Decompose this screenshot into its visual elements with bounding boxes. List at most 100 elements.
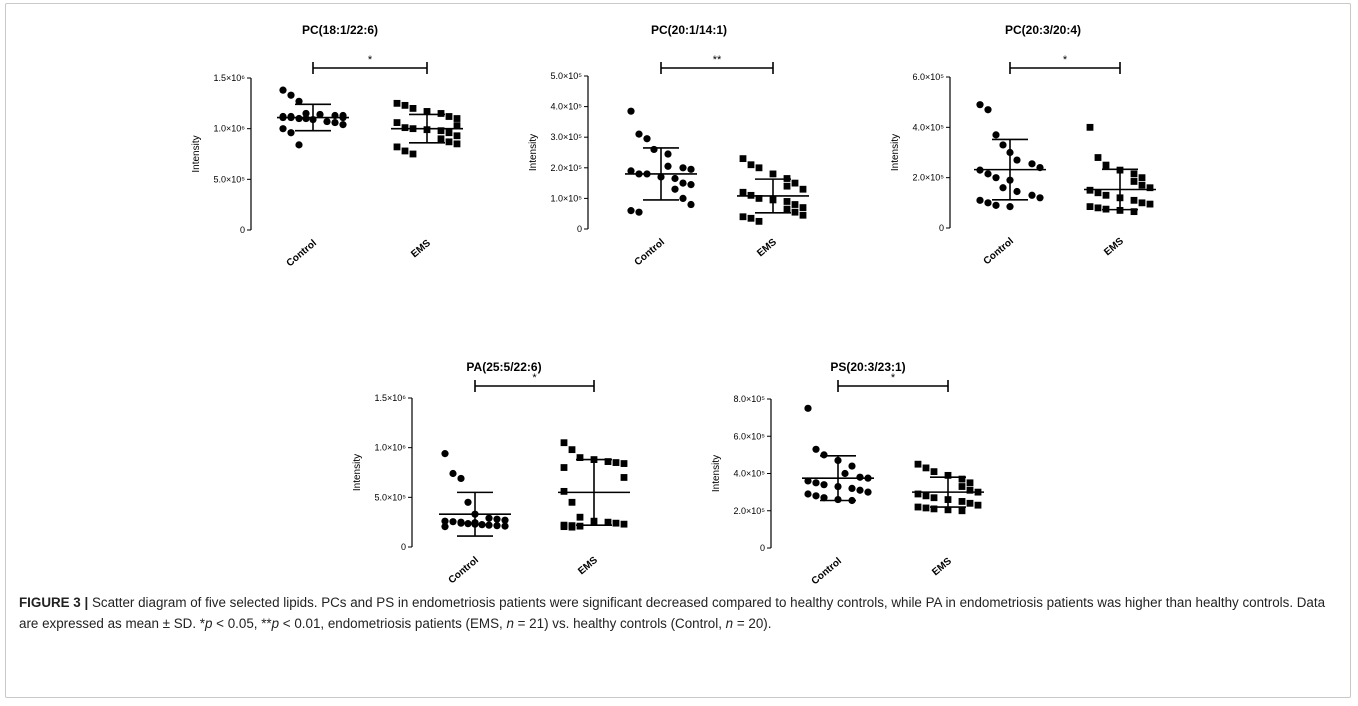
y-tick-label: 4.0×10⁵ xyxy=(912,122,944,132)
data-point xyxy=(441,450,449,458)
data-point xyxy=(687,165,695,173)
data-point xyxy=(992,174,1000,182)
data-point xyxy=(958,483,966,490)
data-point xyxy=(804,404,812,412)
data-point xyxy=(627,167,635,175)
data-point xyxy=(627,107,635,115)
data-point xyxy=(316,110,324,119)
data-point xyxy=(664,162,672,170)
data-point xyxy=(437,110,445,117)
caption-text: = 20). xyxy=(733,616,772,631)
data-point xyxy=(769,170,777,178)
data-point xyxy=(1028,191,1036,199)
data-point xyxy=(992,131,1000,139)
data-point xyxy=(445,129,453,137)
data-point xyxy=(445,113,453,120)
y-axis-label: Intensity xyxy=(890,134,901,171)
data-point xyxy=(604,458,612,465)
data-point xyxy=(457,474,465,483)
scatter-panel: PA(25:5/22:6) 0 5.0×10⁵ 1.0×10⁶ 1.5×10⁶ Inten… xyxy=(352,360,630,586)
data-point xyxy=(864,488,872,496)
data-point xyxy=(302,114,310,123)
x-category-label: EMS xyxy=(576,555,600,578)
panel-title: PS(20:3/23:1) xyxy=(830,360,905,374)
data-point xyxy=(976,101,984,109)
data-point xyxy=(568,523,576,531)
data-point xyxy=(1138,199,1146,207)
data-point xyxy=(295,114,303,123)
y-tick-label: 8.0×10⁵ xyxy=(733,394,765,404)
data-point xyxy=(783,198,791,205)
data-point xyxy=(331,118,339,127)
data-point xyxy=(1086,123,1094,131)
data-point xyxy=(739,155,747,163)
data-point xyxy=(409,150,417,158)
y-tick-label: 0 xyxy=(939,223,944,233)
data-point xyxy=(409,105,417,112)
data-point xyxy=(747,214,755,222)
x-category-label: EMS xyxy=(1102,236,1126,259)
data-point xyxy=(650,145,658,154)
data-point xyxy=(922,492,930,500)
data-point xyxy=(820,481,828,489)
data-point xyxy=(560,464,568,471)
data-point xyxy=(848,484,856,492)
significance-label: * xyxy=(532,372,537,384)
data-point xyxy=(643,135,651,143)
data-point xyxy=(620,460,628,467)
data-point xyxy=(856,473,864,481)
data-point xyxy=(747,161,755,169)
data-point xyxy=(295,97,303,105)
data-point xyxy=(287,91,295,99)
scatter-panel: PC(18:1/22:6) 0 5.0×10⁵ 1.0×10⁶ 1.5×10⁶ Inten… xyxy=(191,23,463,269)
data-point xyxy=(279,86,287,94)
data-point xyxy=(612,519,620,527)
data-point xyxy=(393,119,401,126)
data-point xyxy=(1130,178,1138,185)
data-point xyxy=(812,479,820,487)
data-point xyxy=(485,514,493,522)
data-point xyxy=(930,505,938,513)
data-point xyxy=(323,117,331,126)
data-point xyxy=(401,124,409,132)
data-point xyxy=(755,164,763,172)
data-point xyxy=(635,130,643,138)
data-point xyxy=(437,127,445,135)
data-point xyxy=(493,522,501,530)
caption-separator: | xyxy=(84,595,89,610)
panel-title: PA(25:5/22:6) xyxy=(466,360,541,374)
data-point xyxy=(739,213,747,221)
data-point xyxy=(635,208,643,216)
scatter-panel: PC(20:3/20:4) 0 2.0×10⁵ 4.0×10⁵ 6.0×10⁵ Inten… xyxy=(890,23,1156,267)
caption-text: Scatter diagram of five selected lipids.… xyxy=(19,595,1326,631)
data-point xyxy=(279,125,287,133)
data-point xyxy=(457,519,465,527)
panel-title: PC(18:1/22:6) xyxy=(302,23,378,37)
data-point xyxy=(1086,203,1094,211)
y-tick-label: 5.0×10⁵ xyxy=(213,174,245,184)
y-axis-label: Intensity xyxy=(528,134,539,171)
y-axis-label: Intensity xyxy=(191,135,202,172)
data-point xyxy=(568,498,576,506)
data-point xyxy=(493,515,501,523)
data-point xyxy=(999,184,1007,192)
data-point xyxy=(1094,204,1102,212)
data-point xyxy=(755,217,763,225)
data-point xyxy=(984,170,992,178)
data-point xyxy=(966,479,974,487)
data-point xyxy=(1130,196,1138,204)
y-tick-label: 1.0×10⁵ xyxy=(550,193,582,203)
data-point xyxy=(568,446,576,454)
data-point xyxy=(612,459,620,466)
data-point xyxy=(791,201,799,208)
data-point xyxy=(783,182,791,190)
figure-caption: FIGURE 3 | Scatter diagram of five selec… xyxy=(19,592,1337,634)
caption-p-symbol: p xyxy=(271,616,280,631)
data-point xyxy=(783,205,791,213)
data-point xyxy=(620,474,628,481)
significance-label: * xyxy=(368,54,373,66)
x-category-label: EMS xyxy=(755,237,779,260)
data-point xyxy=(922,464,930,472)
data-point xyxy=(984,199,992,207)
data-point xyxy=(620,520,628,528)
